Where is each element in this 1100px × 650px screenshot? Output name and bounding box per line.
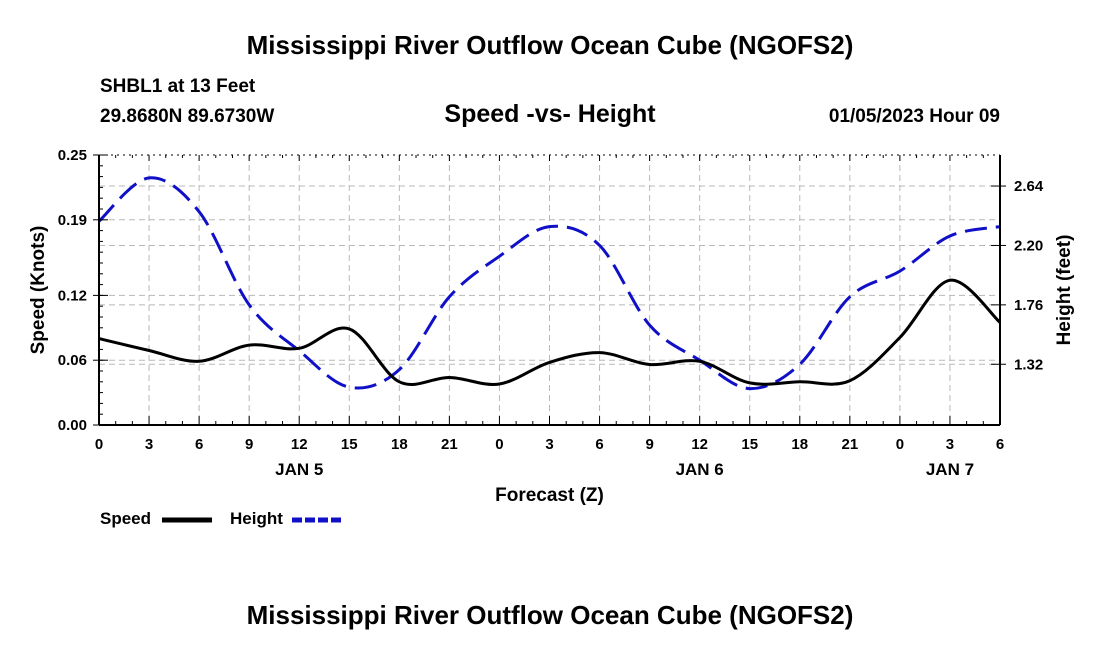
y-axis-title: Speed (Knots) [28, 226, 49, 355]
x-tick-label: 18 [391, 436, 408, 453]
date-label: JAN 7 [926, 460, 974, 479]
x-tick-label: 21 [841, 436, 858, 453]
x-tick-label: 0 [495, 436, 503, 453]
x-tick-label: 15 [741, 436, 758, 453]
series-line-speed [98, 278, 1002, 386]
x-tick-label: 15 [341, 436, 358, 453]
y-tick-label: 0.19 [58, 212, 87, 229]
date-label: JAN 5 [275, 460, 323, 479]
y-tick-label: 0.12 [58, 287, 87, 304]
x-tick-label: 6 [595, 436, 603, 453]
labels-layer: 0 3 6 9 12 15 18 21 0 3 6 9 12 15 18 21 0 3 6 0.00 0.06 0.12 0… [28, 147, 1075, 506]
x-tick-label: 3 [545, 436, 553, 453]
station-label: SHBL1 at 13 Feet [100, 76, 256, 97]
page-title-bottom: Mississippi River Outflow Ocean Cube (NG… [246, 600, 854, 630]
x-tick-label: 21 [441, 436, 458, 453]
y-right-tick-label: 2.64 [1014, 178, 1044, 195]
y-right-tick-label: 2.20 [1014, 237, 1043, 254]
x-axis-title: Forecast (Z) [495, 485, 604, 506]
date-label: JAN 6 [676, 460, 724, 479]
y-right-tick-label: 1.76 [1014, 297, 1043, 314]
x-tick-label: 18 [791, 436, 808, 453]
x-tick-label: 12 [691, 436, 708, 453]
x-tick-label: 0 [896, 436, 904, 453]
y-tick-label: 0.25 [58, 147, 87, 164]
y-right-axis-title: Height (feet) [1054, 235, 1075, 346]
x-tick-label: 12 [291, 436, 308, 453]
legend-speed-label: Speed [100, 509, 152, 528]
forecast-datetime: 01/05/2023 Hour 09 [828, 106, 1000, 127]
chart-title: Speed -vs- Height [444, 100, 656, 128]
x-tick-label: 9 [645, 436, 653, 453]
x-tick-label: 0 [95, 436, 103, 453]
x-tick-label: 3 [946, 436, 954, 453]
x-tick-label: 6 [996, 436, 1004, 453]
y-tick-label: 0.06 [58, 352, 87, 369]
grid-layer [99, 155, 1000, 425]
series-layer [97, 176, 1002, 391]
axes-layer [93, 154, 1006, 426]
series-line-height [97, 176, 1001, 391]
x-tick-label: 6 [195, 436, 203, 453]
y-right-tick-label: 1.32 [1014, 356, 1043, 373]
x-tick-label: 3 [145, 436, 153, 453]
x-tick-label: 9 [245, 436, 253, 453]
y-tick-label: 0.00 [58, 417, 87, 434]
station-coordinates: 29.8680N 89.6730W [100, 106, 275, 127]
page-title: Mississippi River Outflow Ocean Cube (NG… [246, 30, 854, 60]
legend-height-label: Height [230, 509, 283, 528]
